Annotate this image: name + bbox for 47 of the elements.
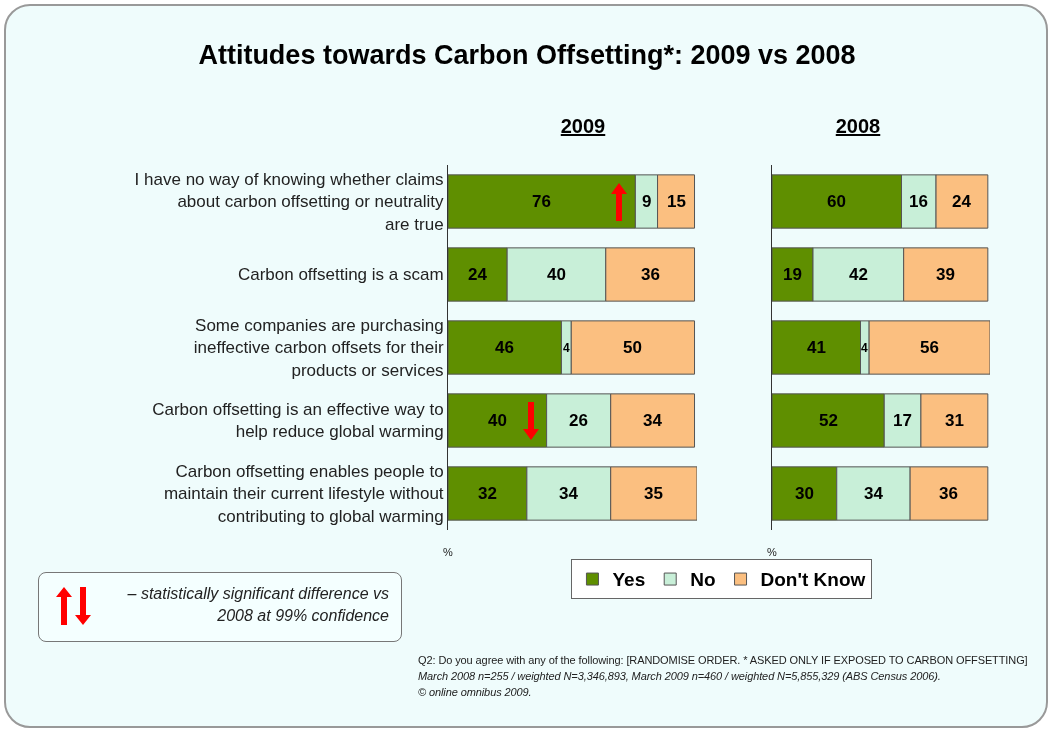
data-label: 34 — [559, 484, 579, 503]
y-tick-label: Carbon offsetting is an effective way to help reduce global warming — [152, 400, 444, 442]
text: Q2: Do you agree with any of the following: [RANDOMISE ORDER. * ASKED ONLY IF EXPOSED TO CARBON OFFSETTING] — [418, 653, 1029, 668]
y-tick-label: Carbon offsetting is a scam — [237, 265, 444, 285]
data-label: 60 — [827, 192, 846, 211]
data-label: 42 — [849, 265, 868, 284]
chart-subtitle: 2009 — [559, 115, 607, 138]
data-label: 32 — [478, 484, 497, 503]
data-label: 52 — [819, 411, 838, 430]
data-label: 15 — [667, 192, 686, 211]
data-label: 40 — [488, 411, 507, 430]
data-label: 26 — [569, 411, 588, 430]
data-label: 34 — [864, 484, 884, 503]
data-label: 4 — [563, 341, 570, 355]
data-label: 24 — [952, 192, 972, 211]
chart-title: Attitudes towards Carbon Offsetting*: 2009 vs 2008 — [197, 40, 857, 71]
legend-label: Yes — [612, 569, 646, 591]
data-label: 19 — [783, 265, 802, 284]
legend-label: No — [690, 569, 716, 591]
data-label: 46 — [495, 338, 514, 357]
data-label: 17 — [893, 411, 912, 430]
text: – statistically significant difference vs 2008 at 99% confidence — [126, 584, 389, 626]
chart-subtitle: 2008 — [834, 115, 882, 138]
y-tick-label: Carbon offsetting enables people to maintain their current lifestyle without contributing to global warming — [163, 462, 444, 526]
text: © online omnibus 2009. — [418, 685, 533, 700]
data-label: 24 — [468, 265, 488, 284]
data-label: 4 — [861, 341, 868, 355]
y-tick-label: I have no way of knowing whether claims about carbon offsetting or neutrality are true — [134, 170, 445, 234]
x-axis-title: % — [443, 546, 453, 558]
legend-label: Don't Know — [760, 569, 866, 591]
data-label: 34 — [643, 411, 663, 430]
data-label: 16 — [909, 192, 928, 211]
data-label: 35 — [644, 484, 663, 503]
x-axis-title: % — [767, 546, 777, 558]
data-label: 39 — [936, 265, 955, 284]
data-label: 31 — [945, 411, 964, 430]
data-label: 9 — [642, 192, 652, 211]
text: March 2008 n=255 / weighted N=3,346,893, March 2009 n=460 / weighted N=5,855,329 (ABS Census 2006). — [418, 669, 942, 684]
data-label: 41 — [807, 338, 826, 357]
data-label: 36 — [939, 484, 958, 503]
data-label: 40 — [547, 265, 566, 284]
data-label: 30 — [795, 484, 814, 503]
data-label: 56 — [920, 338, 939, 357]
data-label: 36 — [641, 265, 660, 284]
data-label: 76 — [532, 192, 551, 211]
y-tick-label: Some companies are purchasing ineffective carbon offsets for their products or services — [193, 316, 444, 380]
data-label: 50 — [623, 338, 642, 357]
